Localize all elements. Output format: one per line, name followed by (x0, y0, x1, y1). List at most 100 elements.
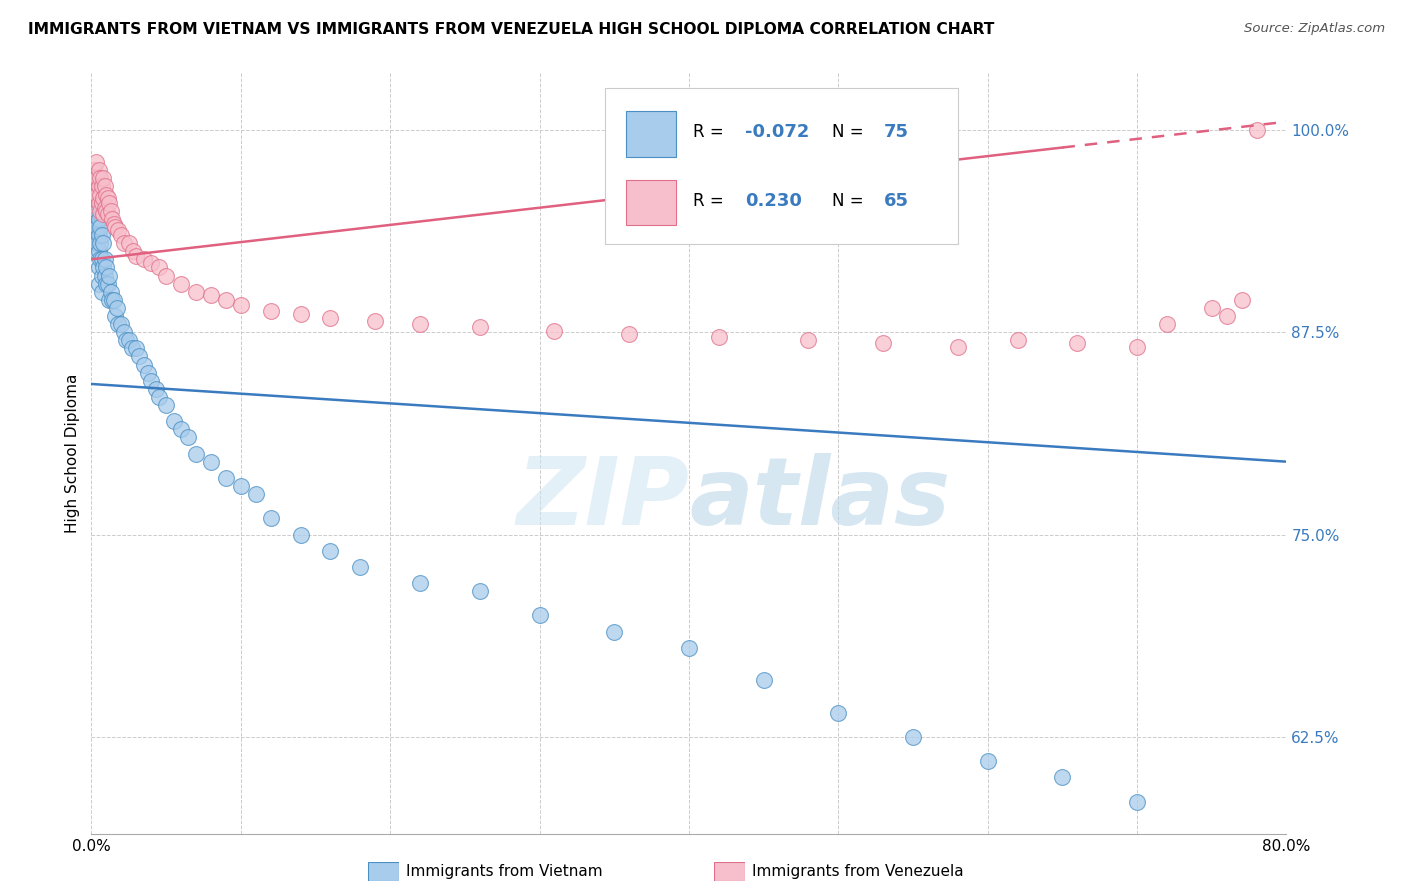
Point (543, 324, 565, 338)
Point (103, 293, 125, 307)
Point (245, 487, 267, 501)
Point (155, 268, 177, 283)
Text: 75: 75 (884, 123, 908, 142)
Point (1216, 309, 1239, 323)
Point (170, 422, 193, 436)
Text: N =: N = (832, 123, 863, 142)
Point (103, 217, 125, 231)
Point (132, 358, 155, 372)
Point (1156, 317, 1178, 331)
Point (90, 252, 112, 267)
Text: 65: 65 (884, 192, 908, 210)
Point (93, 236, 115, 251)
Point (94, 268, 117, 283)
Point (89, 171, 111, 186)
Point (215, 471, 238, 485)
Point (90, 285, 112, 299)
Point (89, 187, 111, 202)
Point (83, 187, 105, 202)
Point (87, 179, 110, 194)
Point (96, 277, 118, 291)
Point (84, 195, 107, 210)
Point (1201, 301, 1223, 315)
Point (319, 310, 342, 325)
FancyBboxPatch shape (605, 88, 957, 244)
Text: N =: N = (832, 192, 863, 210)
Point (93, 191, 115, 205)
Text: 0.230: 0.230 (745, 192, 801, 210)
Point (104, 309, 127, 323)
Point (98, 195, 121, 210)
Point (93, 171, 115, 186)
Point (259, 304, 281, 318)
Point (94, 252, 117, 267)
Point (82, 187, 104, 202)
Point (89, 219, 111, 234)
Point (678, 640, 700, 655)
Point (364, 314, 387, 328)
Text: R =: R = (693, 192, 723, 210)
Point (87, 163, 110, 178)
Point (148, 260, 170, 275)
Point (84, 155, 107, 169)
Point (1007, 333, 1029, 347)
Y-axis label: High School Diploma: High School Diploma (65, 374, 80, 533)
Point (184, 285, 207, 299)
Point (603, 624, 626, 639)
Point (125, 249, 148, 263)
Point (87, 277, 110, 291)
Point (184, 446, 207, 460)
Point (107, 223, 129, 237)
Point (98, 293, 121, 307)
Point (619, 326, 641, 341)
Point (1066, 336, 1088, 351)
Point (82, 179, 104, 194)
Point (118, 333, 141, 347)
Point (87, 211, 110, 226)
Point (87, 244, 110, 259)
Point (86, 236, 108, 251)
Point (82, 219, 104, 234)
Point (112, 236, 135, 251)
Point (100, 285, 122, 299)
Point (105, 301, 128, 315)
Point (122, 244, 145, 259)
Point (121, 342, 143, 356)
Point (1126, 340, 1149, 354)
Point (96, 203, 118, 218)
Point (112, 325, 135, 339)
Point (101, 293, 124, 307)
Point (93, 207, 115, 221)
Point (1126, 795, 1149, 809)
Text: Immigrants from Vietnam: Immigrants from Vietnam (406, 864, 603, 879)
Point (87, 227, 110, 242)
Point (83, 179, 105, 194)
Point (155, 398, 177, 412)
Point (1052, 770, 1074, 784)
Point (86, 187, 108, 202)
Point (319, 543, 342, 558)
Point (90, 179, 112, 194)
Point (86, 203, 108, 218)
Point (90, 227, 112, 242)
Point (132, 252, 155, 267)
Point (468, 584, 491, 599)
Point (90, 195, 112, 210)
Point (84, 187, 107, 202)
Point (707, 330, 730, 344)
Text: ZIP: ZIP (516, 453, 689, 545)
Point (290, 527, 312, 541)
Point (86, 171, 108, 186)
Point (229, 298, 252, 312)
Point (229, 479, 252, 493)
FancyBboxPatch shape (626, 179, 676, 226)
Point (752, 673, 775, 688)
Text: IMMIGRANTS FROM VIETNAM VS IMMIGRANTS FROM VENEZUELA HIGH SCHOOL DIPLOMA CORRELA: IMMIGRANTS FROM VIETNAM VS IMMIGRANTS FR… (28, 22, 994, 37)
Point (145, 382, 167, 396)
Point (529, 608, 551, 623)
Point (84, 211, 107, 226)
FancyBboxPatch shape (714, 862, 745, 881)
Text: atlas: atlas (689, 453, 950, 545)
Point (87, 260, 110, 275)
Point (118, 236, 141, 251)
